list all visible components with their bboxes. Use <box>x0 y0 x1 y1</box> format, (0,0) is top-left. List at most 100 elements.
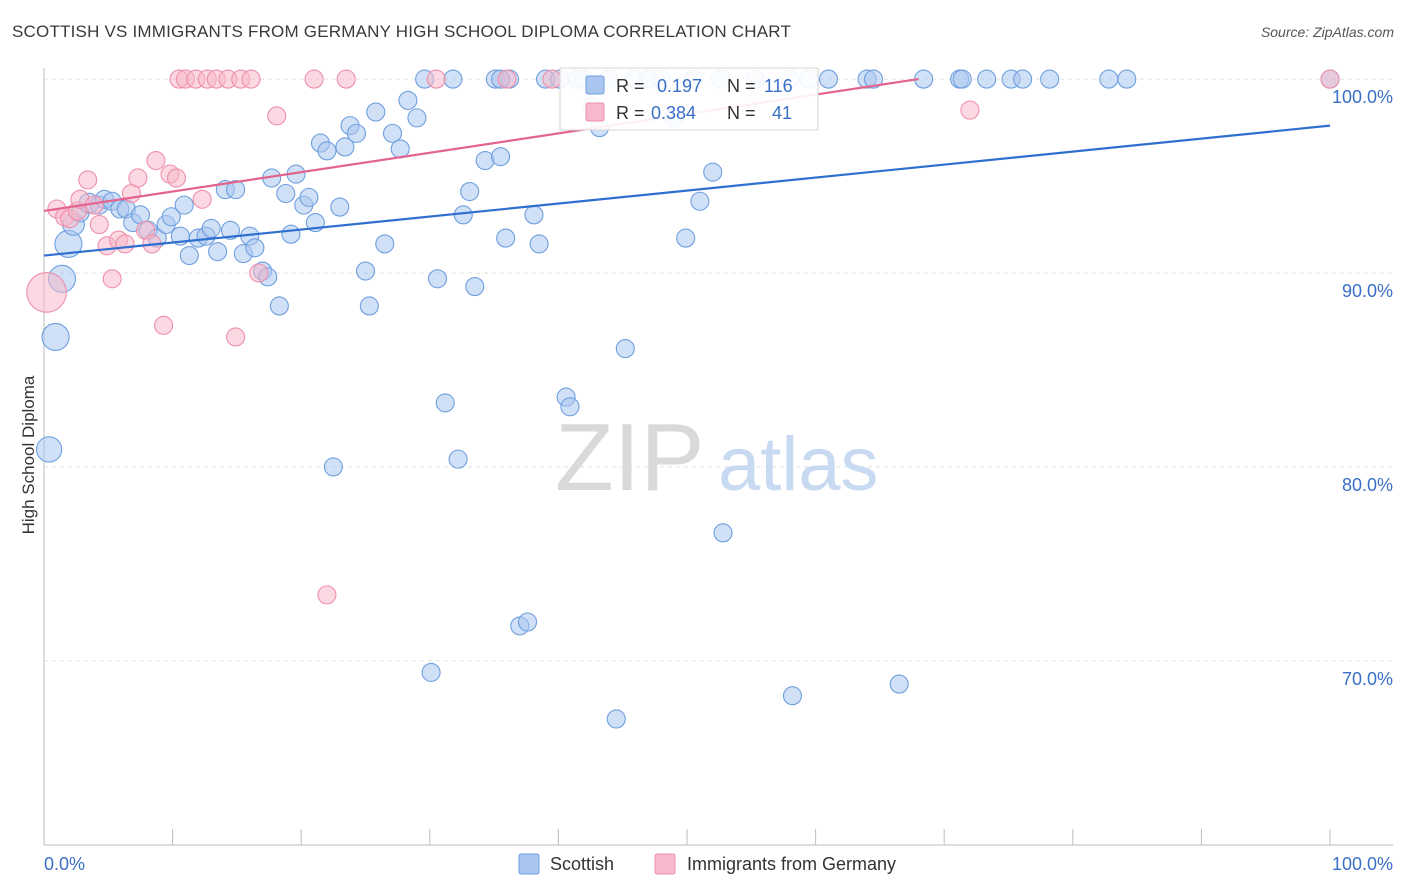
germany-point <box>102 269 122 289</box>
stats-r-label-2: R = <box>616 103 645 123</box>
scottish-point <box>465 277 485 297</box>
germany-point <box>192 189 212 209</box>
scottish-point <box>676 228 696 248</box>
scottish-point <box>818 69 839 89</box>
scottish-point <box>496 228 516 248</box>
scottish-point <box>1117 69 1137 89</box>
scottish-point <box>863 69 884 89</box>
scottish-point <box>269 296 289 316</box>
germany-point <box>154 315 174 335</box>
stats-legend: R = 0.197 N = 116 R = 0.384 N = 41 <box>559 67 819 131</box>
scottish-point <box>889 674 909 694</box>
germany-point <box>960 100 980 120</box>
germany-point <box>26 272 67 313</box>
y-axis-title: High School Diploma <box>19 375 38 534</box>
scottish-points <box>35 69 1340 729</box>
scottish-point <box>443 69 463 89</box>
scottish-point <box>226 180 246 200</box>
scottish-point <box>35 436 63 463</box>
stats-n-label-2: N = <box>727 103 756 123</box>
scottish-point <box>359 296 379 316</box>
scottish-point <box>208 242 228 262</box>
scottish-point <box>1040 69 1060 89</box>
stats-n-value-2: 41 <box>772 103 792 123</box>
y-tick-label-80: 80.0% <box>1342 475 1393 495</box>
watermark-atlas: atlas <box>718 422 879 507</box>
scottish-point <box>703 162 723 182</box>
x-axis-ticks <box>43 829 1331 845</box>
y-tick-label-70: 70.0% <box>1342 669 1393 689</box>
germany-points <box>26 69 1340 605</box>
scottish-point <box>161 207 181 227</box>
scottish-point <box>713 523 733 543</box>
scottish-trend-line <box>43 124 1331 257</box>
germany-point <box>128 168 148 188</box>
scottish-point <box>41 322 70 352</box>
stats-swatch-germany <box>585 102 605 122</box>
scottish-point <box>220 220 241 240</box>
scottish-point <box>560 397 580 417</box>
scottish-point <box>335 137 355 157</box>
scottish-point <box>179 245 199 266</box>
scottish-point <box>346 123 367 143</box>
scottish-point <box>421 662 441 682</box>
y-tick-labels: 70.0% 80.0% 90.0% 100.0% <box>1332 87 1393 689</box>
scottish-point <box>382 123 403 143</box>
germany-point <box>1320 69 1340 89</box>
bottom-legend: Scottish Immigrants from Germany <box>518 853 896 875</box>
scottish-point <box>782 686 803 706</box>
germany-point <box>166 168 187 188</box>
stats-n-value-1: 116 <box>764 76 793 96</box>
x-tick-label-0: 0.0% <box>44 854 85 874</box>
scottish-point <box>366 102 386 122</box>
scottish-point <box>299 187 319 207</box>
scottish-point <box>615 339 635 359</box>
y-tick-label-90: 90.0% <box>1342 281 1393 301</box>
y-tick-label-100: 100.0% <box>1332 87 1393 107</box>
chart-title: SCOTTISH VS IMMIGRANTS FROM GERMANY HIGH… <box>12 22 792 41</box>
scottish-point <box>201 218 221 238</box>
legend-swatch-germany <box>654 853 676 875</box>
scottish-point <box>375 234 395 254</box>
scottish-point <box>977 69 997 89</box>
scottish-point <box>245 238 265 258</box>
scottish-point <box>330 197 350 217</box>
scottish-point <box>407 108 427 128</box>
stats-swatch-scottish <box>585 75 605 95</box>
scottish-point <box>490 147 511 167</box>
germany-point <box>267 106 287 126</box>
stats-r-value-2: 0.384 <box>651 103 696 123</box>
x-tick-label-100: 100.0% <box>1332 854 1393 874</box>
scottish-point <box>427 269 448 289</box>
germany-point <box>78 170 98 190</box>
watermark-zip: ZIP <box>555 404 704 511</box>
scottish-point <box>398 90 418 110</box>
stats-r-label-1: R = <box>616 76 645 96</box>
germany-point <box>249 263 269 283</box>
legend-swatch-scottish <box>518 853 540 875</box>
germany-point <box>146 150 166 171</box>
legend-label-germany: Immigrants from Germany <box>687 854 896 874</box>
scottish-point <box>1013 69 1033 89</box>
scottish-point <box>448 449 468 469</box>
scottish-point <box>952 69 972 89</box>
germany-point <box>542 69 562 89</box>
scottish-point <box>281 224 301 244</box>
germany-point <box>115 234 135 254</box>
scottish-point <box>690 191 710 211</box>
scottish-point <box>517 612 538 632</box>
scottish-point <box>174 195 194 215</box>
germany-point <box>304 69 324 89</box>
germany-point <box>426 69 446 89</box>
scottish-point <box>355 261 376 281</box>
scottish-point <box>529 234 549 254</box>
germany-point <box>226 327 246 347</box>
germany-point <box>89 214 109 235</box>
scottish-point <box>1099 69 1119 89</box>
scottish-point <box>323 457 343 477</box>
stats-r-value-1: 0.197 <box>657 76 702 96</box>
scottish-point <box>276 183 296 204</box>
germany-point <box>317 585 337 605</box>
scottish-point <box>317 141 337 161</box>
